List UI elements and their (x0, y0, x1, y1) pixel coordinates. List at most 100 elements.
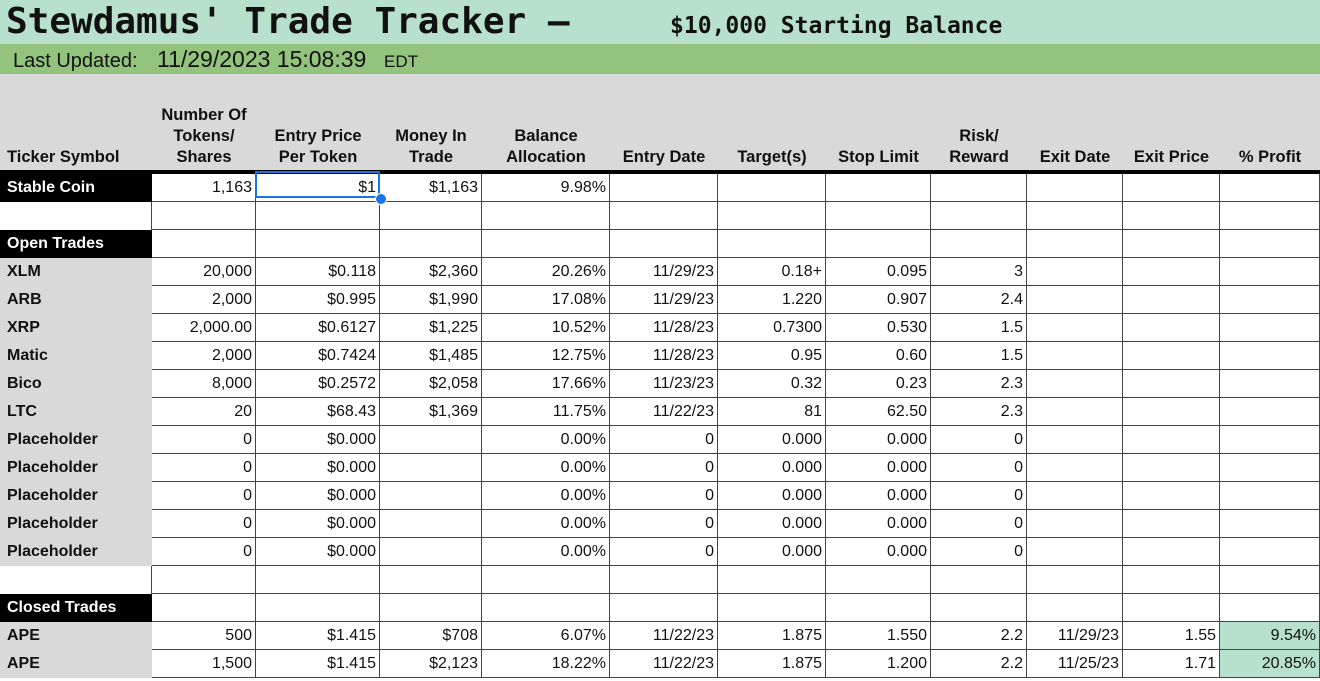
data-cell[interactable]: 11/29/23 (1027, 622, 1123, 650)
data-cell[interactable]: $1.415 (256, 622, 380, 650)
column-header[interactable]: Money In Trade (395, 127, 467, 166)
data-cell[interactable]: 0 (931, 454, 1027, 482)
data-cell[interactable] (1027, 258, 1123, 286)
data-cell[interactable]: 0.00% (482, 426, 610, 454)
data-cell[interactable]: 0.000 (718, 510, 826, 538)
data-cell[interactable]: $2,058 (380, 370, 482, 398)
data-cell[interactable]: 0 (152, 454, 256, 482)
data-cell[interactable]: 1.220 (718, 286, 826, 314)
data-cell[interactable] (482, 202, 610, 230)
data-cell[interactable]: 1,163 (152, 174, 256, 202)
data-cell[interactable]: $0.000 (256, 454, 380, 482)
ticker-cell[interactable]: Placeholder (0, 510, 152, 538)
data-cell[interactable]: 20.85% (1220, 650, 1320, 678)
data-cell[interactable]: 0 (610, 482, 718, 510)
data-cell[interactable] (1027, 286, 1123, 314)
data-cell[interactable] (152, 202, 256, 230)
data-cell[interactable] (1220, 174, 1320, 202)
data-cell[interactable]: 0.000 (826, 454, 931, 482)
data-cell[interactable] (380, 482, 482, 510)
data-cell[interactable]: $0.000 (256, 482, 380, 510)
data-cell[interactable] (1123, 258, 1220, 286)
data-cell[interactable]: 0 (931, 538, 1027, 566)
ticker-cell[interactable]: XRP (0, 314, 152, 342)
data-cell[interactable]: 2.4 (931, 286, 1027, 314)
data-cell[interactable]: 0.23 (826, 370, 931, 398)
ticker-cell[interactable]: Placeholder (0, 454, 152, 482)
data-cell[interactable]: $1,163 (380, 174, 482, 202)
column-header[interactable]: Stop Limit (838, 148, 919, 166)
data-cell[interactable] (610, 230, 718, 258)
data-cell[interactable]: $2,123 (380, 650, 482, 678)
ticker-cell[interactable]: XLM (0, 258, 152, 286)
ticker-cell[interactable]: Stable Coin (0, 174, 152, 202)
data-cell[interactable] (1220, 426, 1320, 454)
data-cell[interactable] (1220, 566, 1320, 594)
ticker-cell[interactable]: Placeholder (0, 538, 152, 566)
data-cell[interactable] (256, 230, 380, 258)
data-cell[interactable] (1220, 594, 1320, 622)
column-header[interactable]: Ticker Symbol (7, 148, 120, 166)
data-cell[interactable]: 9.98% (482, 174, 610, 202)
data-cell[interactable]: $1,225 (380, 314, 482, 342)
data-cell[interactable]: 0.000 (718, 454, 826, 482)
data-cell[interactable]: 11/22/23 (610, 398, 718, 426)
data-cell[interactable]: 0 (610, 510, 718, 538)
ticker-cell[interactable]: Placeholder (0, 482, 152, 510)
data-cell[interactable]: $1.415 (256, 650, 380, 678)
data-cell[interactable] (1123, 566, 1220, 594)
data-cell[interactable]: 11/29/23 (610, 258, 718, 286)
data-cell[interactable] (610, 174, 718, 202)
data-cell[interactable]: $1,990 (380, 286, 482, 314)
data-cell[interactable]: 0.00% (482, 482, 610, 510)
data-cell[interactable] (1027, 174, 1123, 202)
column-header[interactable]: Risk/Reward (949, 127, 1009, 166)
data-cell[interactable]: $1,369 (380, 398, 482, 426)
data-cell[interactable]: 1.875 (718, 650, 826, 678)
data-cell[interactable] (718, 594, 826, 622)
data-cell[interactable]: 2,000 (152, 342, 256, 370)
data-cell[interactable]: 17.08% (482, 286, 610, 314)
data-cell[interactable] (610, 594, 718, 622)
data-cell[interactable]: 62.50 (826, 398, 931, 426)
data-cell[interactable] (1123, 230, 1220, 258)
data-cell[interactable] (1220, 314, 1320, 342)
data-cell[interactable] (1220, 342, 1320, 370)
data-cell[interactable]: $68.43 (256, 398, 380, 426)
data-cell[interactable]: 0.095 (826, 258, 931, 286)
fill-handle[interactable] (375, 193, 387, 205)
data-cell[interactable]: 20,000 (152, 258, 256, 286)
data-cell[interactable]: 0 (152, 426, 256, 454)
data-cell[interactable]: 0.530 (826, 314, 931, 342)
data-cell[interactable] (1027, 538, 1123, 566)
data-cell[interactable] (1220, 258, 1320, 286)
data-cell[interactable]: 0.7300 (718, 314, 826, 342)
ticker-cell[interactable]: ARB (0, 286, 152, 314)
data-cell[interactable]: 1.875 (718, 622, 826, 650)
data-cell[interactable] (1220, 202, 1320, 230)
data-cell[interactable]: 0.000 (718, 538, 826, 566)
data-cell[interactable]: 81 (718, 398, 826, 426)
data-cell[interactable]: 0.00% (482, 510, 610, 538)
data-cell[interactable]: 12.75% (482, 342, 610, 370)
data-cell[interactable] (1027, 510, 1123, 538)
data-cell[interactable] (1220, 286, 1320, 314)
data-cell[interactable]: 0.000 (826, 538, 931, 566)
data-cell[interactable]: 11.75% (482, 398, 610, 426)
data-cell[interactable]: 11/23/23 (610, 370, 718, 398)
data-cell[interactable]: $0.2572 (256, 370, 380, 398)
data-cell[interactable] (1027, 314, 1123, 342)
data-cell[interactable] (1220, 230, 1320, 258)
column-header[interactable]: Exit Date (1039, 148, 1111, 166)
data-cell[interactable]: 1.55 (1123, 622, 1220, 650)
data-cell[interactable]: 0 (931, 510, 1027, 538)
data-cell[interactable]: 0 (931, 426, 1027, 454)
data-cell[interactable] (380, 230, 482, 258)
ticker-cell[interactable] (0, 202, 152, 230)
data-cell[interactable]: 0 (931, 482, 1027, 510)
data-cell[interactable]: $0.000 (256, 510, 380, 538)
data-cell[interactable]: 3 (931, 258, 1027, 286)
data-cell[interactable]: 0.60 (826, 342, 931, 370)
data-cell[interactable] (1123, 286, 1220, 314)
data-cell[interactable] (380, 454, 482, 482)
